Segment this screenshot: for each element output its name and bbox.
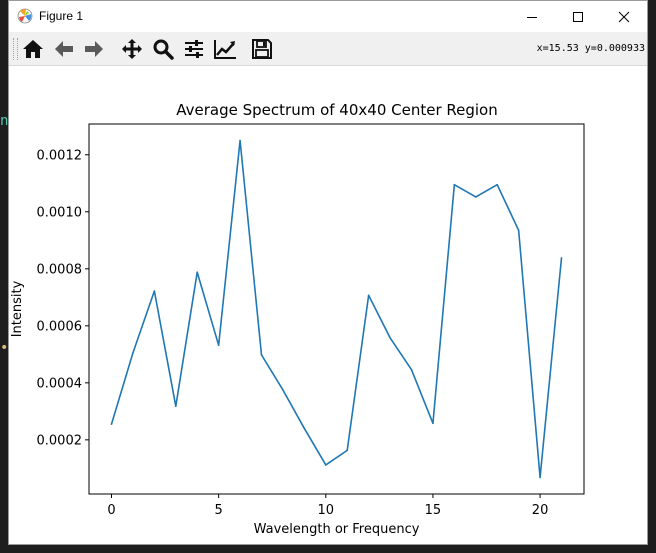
data-point [282,389,284,391]
configure-subplots-icon [185,40,203,58]
data-point [474,196,477,198]
y-tick-label: 0.0012 [37,148,83,163]
figure-window: Figure 1 [8,0,648,545]
background-glyph-dot: • [0,340,9,356]
data-point [496,183,499,186]
spectrum-line [110,139,563,479]
x-tick-label: 20 [532,503,549,518]
x-tick-label: 0 [107,503,115,518]
data-point [432,422,434,425]
back-button[interactable] [51,36,77,62]
zoom-icon [153,39,174,60]
y-tick-label: 0.0004 [37,376,83,391]
data-point [239,139,241,142]
title-bar[interactable]: Figure 1 [9,1,647,32]
data-point [389,336,391,339]
data-point [410,368,413,371]
cursor-coordinates: x=15.53 y=0.000933 [536,43,645,54]
x-axis-ticks: 0 5 10 15 20 [107,494,548,518]
save-button[interactable] [249,36,275,62]
y-tick-label: 0.0008 [37,262,83,277]
data-point [517,229,520,232]
x-tick-label: 5 [215,503,223,518]
save-icon [252,39,272,59]
maximize-icon [573,11,583,22]
window-title: Figure 1 [39,9,84,23]
data-point [196,271,199,274]
y-tick-label: 0.0002 [37,433,83,448]
configure-subplots-button[interactable] [181,36,207,62]
edit-axis-button[interactable] [212,36,238,62]
pan-icon [122,39,142,59]
data-point [110,423,113,425]
chart-svg[interactable]: Average Spectrum of 40x40 Center Region … [9,66,647,544]
minimize-icon [527,16,537,18]
navigation-toolbar: x=15.53 y=0.000933 [9,32,647,66]
x-tick-label: 10 [318,503,335,518]
y-axis-ticks: 0.0002 0.0004 0.0006 0.0008 0.0010 0.0012 [37,148,89,448]
plot-lines [110,139,563,479]
toolbar-grip[interactable] [13,38,18,60]
home-icon [23,40,43,58]
zoom-button[interactable] [150,36,176,62]
axes-frame [88,123,585,495]
data-point [367,294,370,297]
forward-icon [85,41,103,57]
data-point [153,290,156,292]
y-axis-label: Intensity [10,280,25,337]
edit-axis-icon [214,40,236,59]
data-point [539,476,541,479]
data-point [132,352,134,354]
data-point [560,257,563,259]
matplotlib-logo-icon [17,8,33,24]
x-tick-label: 15 [425,503,442,518]
background-glyph-n: n [0,113,9,129]
pan-button[interactable] [119,36,145,62]
chart-title: Average Spectrum of 40x40 Center Region [176,101,497,119]
x-axis-label: Wavelength or Frequency [254,522,420,537]
data-point [453,183,456,186]
forward-button[interactable] [81,36,107,62]
data-point [174,405,177,408]
data-point [324,464,327,466]
close-icon [618,11,630,22]
maximize-button[interactable] [555,1,601,32]
minimize-button[interactable] [509,1,555,32]
y-tick-label: 0.0006 [37,319,83,334]
data-point [217,344,220,347]
data-point [303,427,306,430]
home-button[interactable] [20,36,46,62]
back-icon [55,41,73,57]
data-point [346,449,349,452]
close-button[interactable] [601,1,647,32]
plot-canvas[interactable]: Average Spectrum of 40x40 Center Region … [9,66,647,544]
data-point [260,354,263,356]
y-tick-label: 0.0010 [37,205,83,220]
